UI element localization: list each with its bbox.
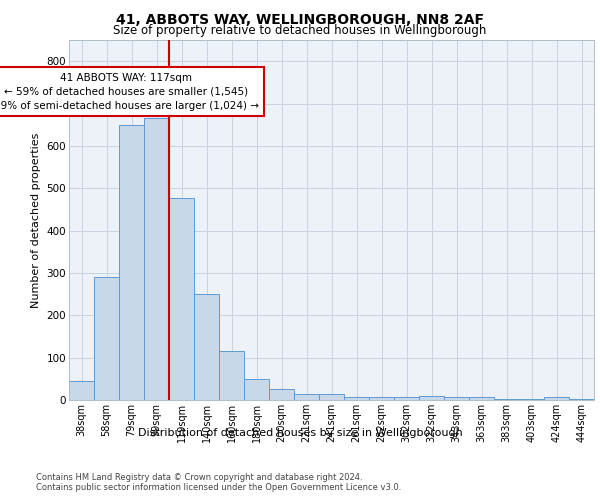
Bar [169, 198, 194, 400]
Bar [394, 396, 419, 400]
Text: Distribution of detached houses by size in Wellingborough: Distribution of detached houses by size … [137, 428, 463, 438]
Bar [319, 394, 344, 400]
Bar [69, 381, 94, 400]
Text: 41, ABBOTS WAY, WELLINGBOROUGH, NN8 2AF: 41, ABBOTS WAY, WELLINGBOROUGH, NN8 2AF [116, 12, 484, 26]
Text: Size of property relative to detached houses in Wellingborough: Size of property relative to detached ho… [113, 24, 487, 37]
Bar [244, 379, 269, 400]
Bar [344, 396, 369, 400]
Bar [269, 390, 294, 400]
Bar [469, 396, 494, 400]
Y-axis label: Number of detached properties: Number of detached properties [31, 132, 41, 308]
Bar [419, 396, 444, 400]
Bar [369, 396, 394, 400]
Bar [494, 398, 519, 400]
Bar [519, 398, 544, 400]
Text: Contains HM Land Registry data © Crown copyright and database right 2024.: Contains HM Land Registry data © Crown c… [36, 472, 362, 482]
Bar [569, 398, 594, 400]
Bar [119, 124, 144, 400]
Text: Contains public sector information licensed under the Open Government Licence v3: Contains public sector information licen… [36, 484, 401, 492]
Bar [294, 394, 319, 400]
Bar [144, 118, 169, 400]
Bar [194, 294, 219, 400]
Bar [219, 352, 244, 400]
Bar [544, 396, 569, 400]
Text: 41 ABBOTS WAY: 117sqm
← 59% of detached houses are smaller (1,545)
39% of semi-d: 41 ABBOTS WAY: 117sqm ← 59% of detached … [0, 72, 259, 110]
Bar [94, 277, 119, 400]
Bar [444, 396, 469, 400]
